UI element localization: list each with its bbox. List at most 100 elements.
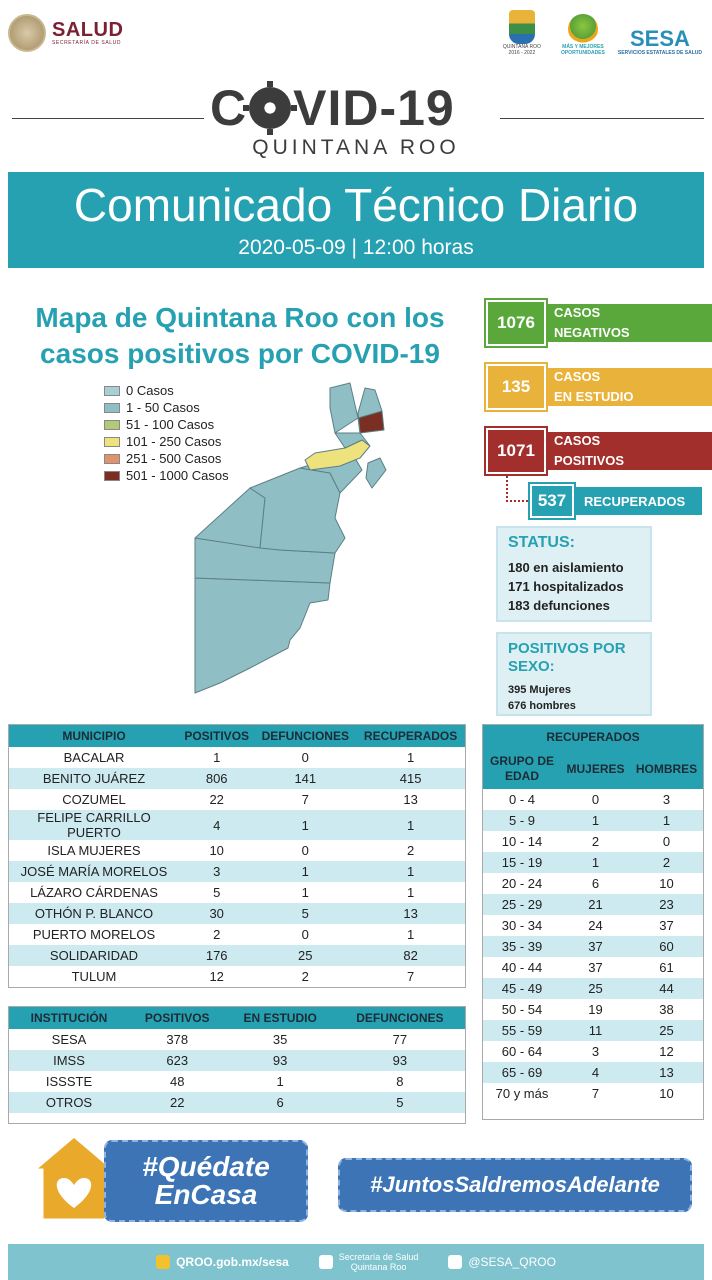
partner-logos: QUINTANA ROO 2016 - 2022 MÁS Y MEJORES O… [496,10,702,56]
table-cell: OTROS [9,1092,129,1113]
sexo-heading: POSITIVOS POR SEXO: [508,640,626,675]
covid-title-left: C [210,80,248,136]
table-cell: 623 [129,1050,226,1071]
sexo-panel: POSITIVOS POR SEXO: 395 Mujeres 676 homb… [496,632,652,716]
twitter-icon [448,1255,463,1270]
virus-icon [249,81,292,135]
table-cell: 37 [588,960,603,975]
table-cell: LÁZARO CÁRDENAS [30,885,158,900]
col-header: MUNICIPIO [9,725,179,747]
col-header: INSTITUCIÓN [9,1007,129,1029]
table-cell: 0 [591,792,600,807]
quintana-roo-map [194,382,387,694]
table-cell: 4 [561,1062,631,1083]
table-cell: 1 [276,1074,284,1089]
table-row: COZUMEL 22 7 13 [9,789,465,810]
col-header: HOMBRES [630,749,703,789]
legend-swatch [104,436,120,447]
table-cell: SOLIDARIDAD [9,945,179,966]
stat-estudio: 135 CASOS EN ESTUDIO [484,362,712,412]
table-cell: 24 [588,918,603,933]
table-row: 35 - 39 37 60 [483,936,703,957]
mas-oportunidades-logo: MÁS Y MEJORES OPORTUNIDADES [560,14,606,56]
table-row: 50 - 54 19 38 [483,999,703,1020]
sesa-subtitle: SERVICIOS ESTATALES DE SALUD [617,50,702,56]
table-cell: 1 [254,861,357,882]
table-cell: JOSÉ MARÍA MORELOS [9,861,179,882]
table-cell: 37 [659,918,674,933]
legend-swatch [104,419,120,430]
table-cell: 13 [403,792,418,807]
sexo-line: 676 hombres [508,700,576,712]
footer-web-text: QROO.gob.mx/sesa [176,1254,289,1269]
quedate-en-casa-badge: #Quédate EnCasa [32,1134,312,1224]
table-cell: 2 [630,852,703,873]
table-cell: PUERTO MORELOS [32,927,156,942]
positivos-value: 1071 [484,426,548,476]
table-cell: 0 - 4 [508,792,535,807]
table-cell: 20 - 24 [501,876,543,891]
legend-label: 51 - 100 Casos [126,417,215,432]
table-cell: 1 [356,861,465,882]
map-region-jose-maria-morelos [194,487,266,549]
table-row: 15 - 19 1 2 [483,852,703,873]
table-cell: 35 [272,1032,288,1047]
legend-item: 0 Casos [104,382,229,399]
table-row: 40 - 44 37 61 [483,957,703,978]
title-rule-left [12,118,204,119]
quedate-line-1: #Quédate [142,1151,270,1182]
mexico-seal-icon [8,14,46,52]
table-cell: 45 - 49 [483,978,561,999]
house-heart-icon [32,1134,116,1222]
table-row: FELIPE CARRILLO PUERTO 4 1 1 [9,810,465,840]
table-cell: 23 [630,894,703,915]
table-cell: 13 [356,903,465,924]
table-cell: 378 [166,1032,189,1047]
table-cell: 60 - 64 [501,1044,543,1059]
table-row: 0 - 4 0 3 [483,789,703,810]
map-title: Mapa de Quintana Roo con los casos posit… [35,302,445,369]
map-region-solidaridad [304,439,371,471]
table-cell: 11 [561,1020,631,1041]
table-cell: 7 [406,969,415,984]
juntos-saldremos-banner: #JuntosSaldremosAdelante [338,1158,692,1212]
positivos-label-2: POSITIVOS [554,453,625,468]
table-cell: 61 [659,960,674,975]
table-cell: ISLA MUJERES [47,843,141,858]
table-row: 20 - 24 6 10 [483,873,703,894]
table-cell: 176 [179,945,255,966]
table-row: SOLIDARIDAD 176 25 82 [9,945,465,966]
table-cell: 12 [659,1044,674,1059]
table-cell: 0 [662,834,671,849]
table-cell: 6 [591,876,600,891]
footer-facebook-line-2: Quintana Roo [350,1262,407,1272]
table-row: 30 - 34 24 37 [483,915,703,936]
legend-swatch [104,470,120,481]
footer-facebook-line-1: Secretaría de Salud [338,1252,419,1262]
table-cell: 4 [179,810,255,840]
table-cell: 30 [179,903,255,924]
table-row: ISLA MUJERES 10 0 2 [9,840,465,861]
table-cell: 5 - 9 [483,810,561,831]
globe-icon [156,1255,171,1270]
footer-facebook[interactable]: Secretaría de Salud Quintana Roo [318,1252,419,1272]
table-row: TULUM 12 2 7 [9,966,465,987]
table-cell: COZUMEL [62,792,126,807]
table-cell: 8 [396,1074,404,1089]
table-cell: 1 [406,885,415,900]
table-row: IMSS 623 93 93 [9,1050,465,1071]
legend-item: 1 - 50 Casos [104,399,229,416]
table-row: ISSSTE 48 1 8 [9,1071,465,1092]
legend-swatch [104,402,120,413]
table-cell: 0 [301,750,309,765]
map-region-lazaro-cardenas [329,382,359,434]
table-cell: 2 [301,969,309,984]
col-header: DEFUNCIONES [254,725,357,747]
table-cell: BENITO JUÁREZ [9,768,179,789]
col-header: MUJERES [561,749,631,789]
table-cell: 55 - 59 [483,1020,561,1041]
sesa-logo: SESA SERVICIOS ESTATALES DE SALUD [617,28,702,57]
footer-twitter[interactable]: @SESA_QROO [448,1255,556,1270]
footer-web[interactable]: QROO.gob.mx/sesa [156,1255,289,1270]
